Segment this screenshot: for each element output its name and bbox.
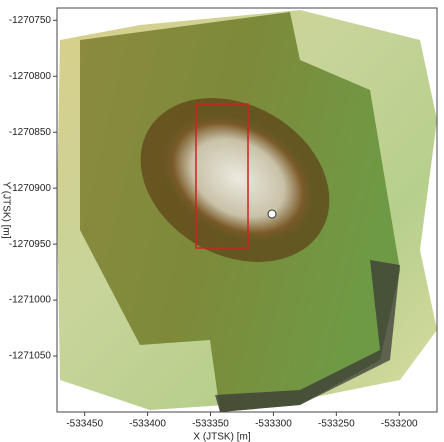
y-tick-label: -1270950 bbox=[9, 239, 52, 250]
x-tick-label: -533450 bbox=[66, 419, 103, 430]
x-tick-label: -533250 bbox=[318, 419, 355, 430]
point-marker bbox=[268, 210, 276, 218]
y-tick-label: -1270900 bbox=[9, 183, 52, 194]
x-tick-label: -533400 bbox=[129, 419, 166, 430]
x-axis-label: X (JTSK) [m] bbox=[193, 432, 250, 442]
x-tick-label: -533300 bbox=[255, 419, 292, 430]
y-tick-label: -1270800 bbox=[9, 71, 52, 82]
y-tick-label: -1271050 bbox=[9, 351, 52, 362]
x-tick-label: -533350 bbox=[192, 419, 229, 430]
y-tick-label: -1270850 bbox=[9, 127, 52, 138]
y-tick-label: -1271000 bbox=[9, 295, 52, 306]
y-tick-label: -1270750 bbox=[9, 15, 52, 26]
map-figure: X (JTSK) [m] Y (JTSK) [m] -533450-533400… bbox=[0, 0, 444, 442]
x-tick-label: -533200 bbox=[381, 419, 418, 430]
